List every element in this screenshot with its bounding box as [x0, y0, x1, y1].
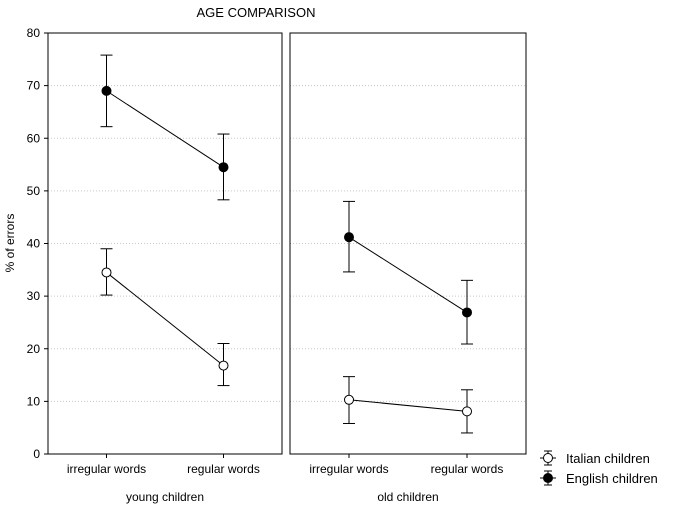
y-tick-label: 30 [27, 289, 41, 303]
y-tick-label: 40 [27, 237, 41, 251]
series-english-children [343, 200, 473, 345]
series-italian-children [343, 376, 473, 434]
panel-frame [289, 32, 527, 455]
panel-label: young children [126, 490, 204, 504]
series-line [106, 90, 224, 168]
panel-1: 0 10 20 30 40 50 60 70 80 irregular words regular … [27, 26, 283, 504]
y-tick-label: 0 [33, 447, 40, 461]
legend: Italian children English children [540, 450, 658, 486]
y-tick-label: 20 [27, 342, 41, 356]
data-point-open [218, 360, 229, 371]
legend-item: English children [540, 470, 658, 486]
x-tick-label: regular words [187, 462, 260, 476]
series-italian-children [100, 248, 230, 387]
legend-item: Italian children [540, 450, 650, 466]
data-point-filled [462, 307, 472, 318]
x-tick-label: regular words [431, 462, 504, 476]
data-point-open [462, 406, 472, 417]
panel-2: irregular words regular words old children [289, 32, 527, 504]
data-point-open [101, 267, 112, 278]
series-english-children [100, 54, 230, 201]
panel-label: old children [377, 490, 438, 504]
series-line [348, 236, 468, 313]
panels: 0 10 20 30 40 50 60 70 80 irregular words regular … [27, 26, 527, 504]
data-point-filled [218, 162, 229, 173]
data-point-open [344, 394, 354, 405]
x-tick-label: irregular words [67, 462, 146, 476]
legend-marker-open [543, 453, 553, 463]
x-tick-label: irregular words [309, 462, 388, 476]
data-point-filled [344, 232, 354, 243]
y-tick-label: 50 [27, 184, 41, 198]
series-line [106, 272, 224, 366]
legend-label: Italian children [566, 451, 650, 466]
chart-title: AGE COMPARISON [197, 5, 316, 20]
y-tick-label: 60 [27, 131, 41, 145]
data-point-filled [101, 85, 112, 96]
series-line [348, 399, 468, 412]
y-axis-label: % of errors [3, 214, 17, 273]
legend-marker-filled [543, 473, 553, 483]
y-tick-label: 80 [27, 26, 41, 40]
legend-label: English children [566, 471, 658, 486]
y-tick-label: 10 [27, 394, 41, 408]
y-tick-label: 70 [27, 79, 41, 93]
